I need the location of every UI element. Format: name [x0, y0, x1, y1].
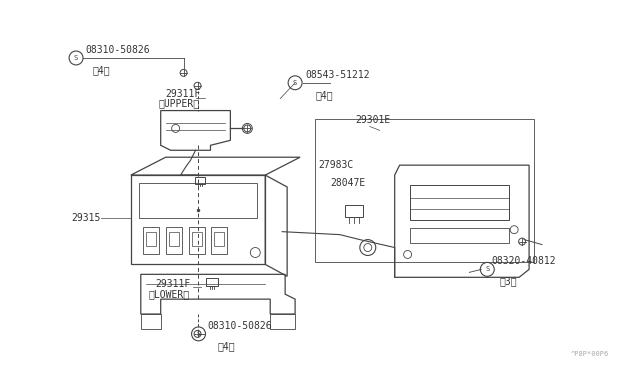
Bar	[141, 314, 161, 329]
Bar	[410, 185, 509, 220]
Text: 29311F: 29311F	[166, 89, 201, 99]
Text: 29311F: 29311F	[156, 279, 191, 289]
Bar	[169, 232, 179, 246]
Text: ^P8P*00P6: ^P8P*00P6	[570, 351, 609, 357]
Bar	[410, 228, 509, 243]
Bar	[195, 177, 205, 183]
Bar	[166, 227, 182, 254]
Text: （3）: （3）	[499, 276, 517, 286]
Text: 08320-40812: 08320-40812	[492, 256, 556, 266]
Text: 08310-50826: 08310-50826	[85, 45, 150, 55]
Text: （4）: （4）	[93, 65, 111, 75]
Bar	[214, 232, 225, 246]
Text: （LOWER）: （LOWER）	[148, 289, 190, 299]
Bar	[315, 119, 534, 262]
Text: S: S	[293, 80, 297, 86]
Text: S: S	[196, 331, 201, 337]
Bar	[143, 227, 159, 254]
Bar	[189, 227, 205, 254]
Text: 29315: 29315	[71, 213, 100, 223]
Text: （4）: （4）	[218, 341, 235, 351]
Text: 27983C: 27983C	[318, 160, 353, 170]
Bar	[146, 232, 156, 246]
Text: 08543-51212: 08543-51212	[305, 70, 370, 80]
Text: （4）: （4）	[315, 90, 333, 100]
Text: S: S	[485, 266, 490, 272]
Bar	[345, 205, 363, 217]
Bar	[270, 314, 295, 329]
Text: （UPPER）: （UPPER）	[159, 99, 200, 109]
Bar	[207, 278, 218, 286]
Text: 08310-50826: 08310-50826	[207, 321, 272, 331]
Text: 28047E: 28047E	[330, 178, 365, 188]
Text: 29301E: 29301E	[355, 115, 390, 125]
Text: S: S	[74, 55, 78, 61]
Bar	[139, 183, 257, 218]
Bar	[191, 232, 202, 246]
Bar	[211, 227, 227, 254]
